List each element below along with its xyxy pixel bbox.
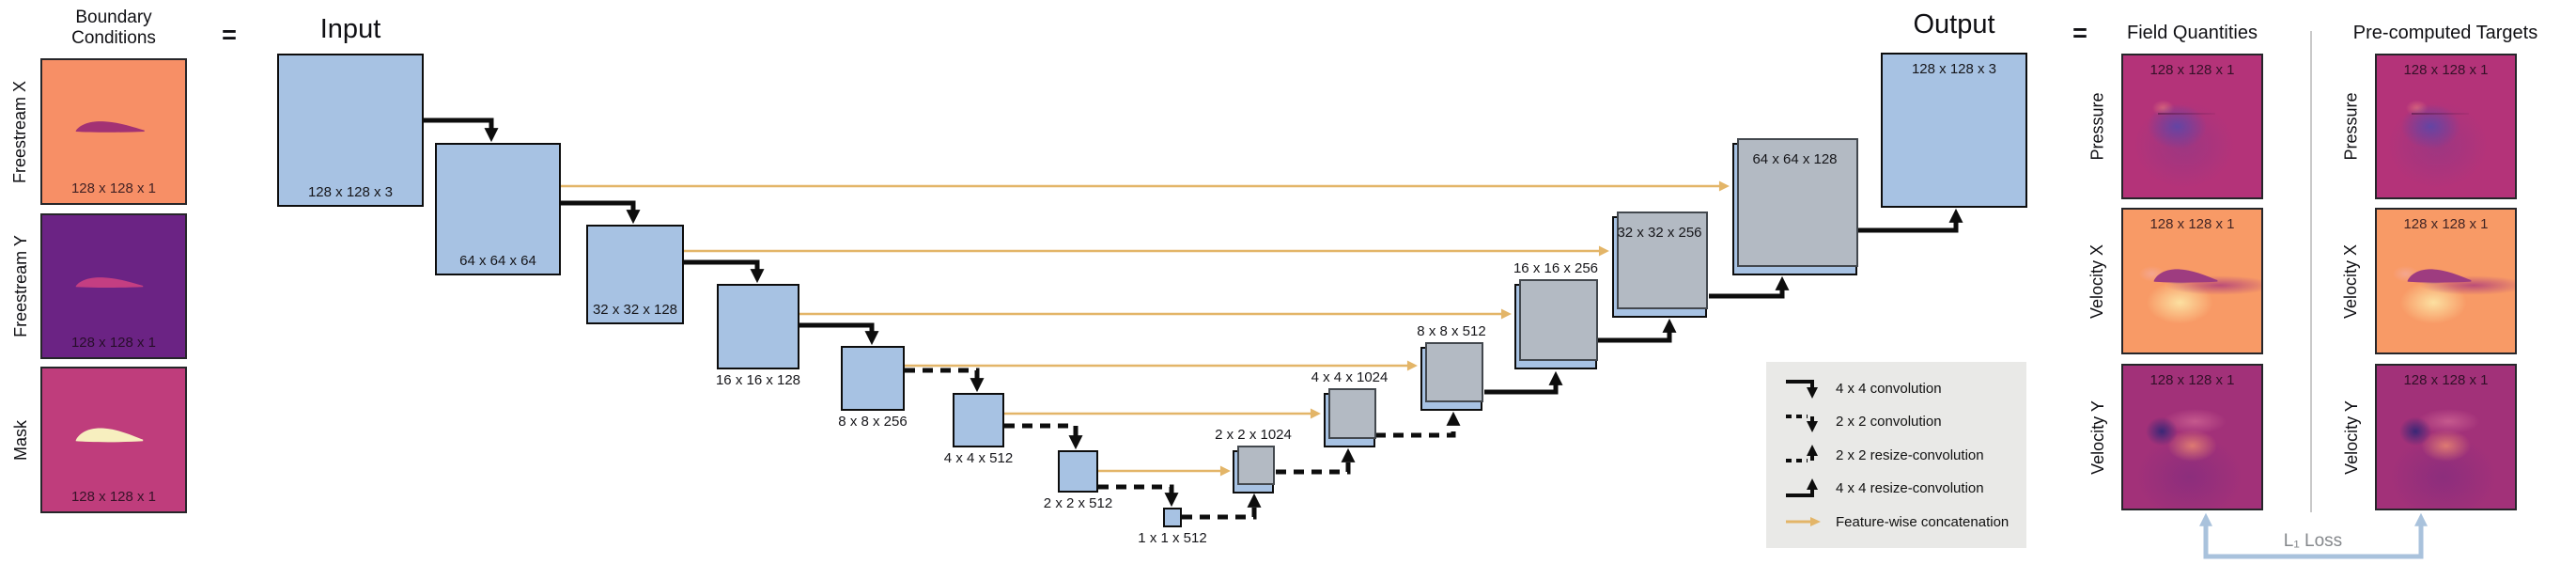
layer-box-enc-8: 8 x 8 x 256 — [838, 346, 908, 430]
layer-box-dec-4: 4 x 4 x 1024 — [1311, 369, 1388, 447]
legend-label: Feature-wise concatenation — [1836, 513, 2010, 530]
velocity-x-field-image: 128 x 128 x 1 — [2121, 208, 2263, 354]
layer-dims: 32 x 32 x 256 — [1617, 225, 1702, 241]
freestream-y-image: 128 x 128 x 1 — [40, 213, 187, 359]
layer-dims: 16 x 16 x 128 — [715, 372, 801, 388]
conv-arrows-solid — [424, 118, 879, 346]
resize-conv-arrows-solid — [1484, 208, 1963, 395]
layer-dims: 64 x 64 x 64 — [459, 253, 536, 269]
layer-box-dec-2: 2 x 2 x 1024 — [1215, 427, 1292, 494]
velocity-x-target-image: 128 x 128 x 1 — [2375, 208, 2517, 354]
concat-arrow-icon — [1786, 517, 1821, 526]
layer-box-dec-32: 32 x 32 x 256 — [1612, 212, 1708, 318]
solid-down-arrow-icon — [1786, 380, 1818, 399]
layer-dims: 16 x 16 x 256 — [1513, 260, 1599, 276]
legend-row: 4 x 4 convolution — [1783, 376, 2019, 400]
legend-label: 2 x 2 resize-convolution — [1836, 446, 1984, 463]
resize-conv-arrows-dashed — [1182, 411, 1461, 520]
image-dims: 128 x 128 x 1 — [70, 180, 157, 196]
legend: 4 x 4 convolution 2 x 2 convolution 2 x … — [1766, 362, 2026, 548]
pressure-label: Pressure — [2087, 92, 2107, 161]
airfoil-line — [2411, 113, 2470, 116]
layer-dims: 4 x 4 x 512 — [943, 450, 1014, 466]
l1-loss-bracket — [2199, 512, 2428, 559]
conv-arrows-dashed — [905, 368, 1179, 508]
dashed-down-arrow-icon — [1786, 414, 1818, 432]
image-dims: 128 x 128 x 1 — [2149, 216, 2235, 232]
legend-row: Feature-wise concatenation — [1783, 509, 2019, 534]
pressure-field-image: 128 x 128 x 1 — [2121, 54, 2263, 199]
freestream-x-image: 128 x 128 x 1 — [40, 58, 187, 205]
velocity-x-target-label: Velocity X — [2341, 243, 2361, 319]
layer-dims: 1 x 1 x 512 — [1138, 530, 1207, 546]
layer-box-enc-2: 2 x 2 x 512 — [1044, 450, 1112, 511]
airfoil-shape — [75, 120, 145, 133]
image-dims: 128 x 128 x 1 — [2403, 372, 2489, 388]
layer-dims: 128 x 128 x 3 — [307, 184, 394, 200]
column-divider — [2310, 31, 2312, 512]
image-dims: 128 x 128 x 1 — [2403, 62, 2489, 78]
layer-dims: 2 x 2 x 1024 — [1215, 427, 1292, 443]
layer-dims: 32 x 32 x 128 — [592, 302, 678, 318]
layer-box-dec-16: 16 x 16 x 256 — [1513, 260, 1598, 369]
velocity-y-field-image: 128 x 128 x 1 — [2121, 364, 2263, 510]
legend-label: 4 x 4 convolution — [1836, 380, 1942, 397]
freestream-x-label: Freestream X — [10, 80, 30, 183]
layer-box-dec-64: 64 x 64 x 128 — [1732, 138, 1858, 275]
l1-loss-label: L₁ Loss — [2283, 531, 2343, 551]
boundary-conditions-title: Boundary Conditions — [71, 8, 156, 48]
layer-dims: 2 x 2 x 512 — [1043, 495, 1113, 511]
layer-box-dec-8: 8 x 8 x 512 — [1417, 323, 1486, 411]
layer-box-enc-64: 64 x 64 x 64 — [435, 143, 561, 275]
legend-row: 4 x 4 resize-convolution — [1783, 477, 2019, 501]
image-dims: 128 x 128 x 1 — [70, 489, 157, 505]
layer-box-bottleneck: 1 x 1 x 512 — [1138, 508, 1207, 546]
velocity-y-target-label: Velocity Y — [2341, 400, 2361, 475]
layer-dims: 4 x 4 x 1024 — [1311, 369, 1389, 385]
legend-row: 2 x 2 convolution — [1783, 410, 2019, 434]
legend-row: 2 x 2 resize-convolution — [1783, 443, 2019, 467]
dashed-up-arrow-icon — [1786, 445, 1818, 462]
airfoil-line — [2157, 113, 2216, 116]
freestream-y-label: Freestream Y — [10, 235, 30, 337]
field-quantities-title: Field Quantities — [2127, 23, 2258, 43]
image-dims: 128 x 128 x 1 — [2149, 62, 2235, 78]
image-dims: 128 x 128 x 1 — [2403, 216, 2489, 232]
airfoil-shape — [75, 277, 144, 288]
airfoil-shape — [2408, 269, 2472, 283]
pressure-target-image: 128 x 128 x 1 — [2375, 54, 2517, 199]
velocity-y-label: Velocity Y — [2087, 400, 2107, 475]
layer-box-input: 128 x 128 x 3 — [277, 54, 424, 207]
velocity-y-target-image: 128 x 128 x 1 — [2375, 364, 2517, 510]
legend-label: 2 x 2 convolution — [1836, 414, 1942, 430]
layer-dims: 8 x 8 x 256 — [838, 414, 908, 430]
input-title: Input — [319, 14, 381, 44]
layer-dims: 64 x 64 x 128 — [1752, 151, 1838, 167]
legend-label: 4 x 4 resize-convolution — [1836, 480, 1984, 496]
precomputed-targets-title: Pre-computed Targets — [2352, 23, 2538, 43]
layer-box-enc-16: 16 x 16 x 128 — [716, 284, 800, 388]
layer-box-enc-4: 4 x 4 x 512 — [944, 393, 1013, 466]
equals-sign-left: = — [222, 21, 237, 49]
airfoil-shape — [2154, 269, 2218, 283]
airfoil-shape — [75, 428, 144, 442]
equals-sign-right: = — [2072, 19, 2087, 47]
skip-connection-arrows — [561, 180, 1730, 477]
layer-dims: 8 x 8 x 512 — [1417, 323, 1486, 339]
layer-box-output: 128 x 128 x 3 — [1881, 53, 2027, 208]
layer-dims: 128 x 128 x 3 — [1911, 61, 1997, 77]
output-title: Output — [1913, 9, 1995, 39]
mask-label: Mask — [10, 419, 30, 461]
solid-up-arrow-icon — [1786, 478, 1818, 497]
image-dims: 128 x 128 x 1 — [70, 335, 157, 351]
layer-box-enc-32: 32 x 32 x 128 — [586, 225, 684, 324]
image-dims: 128 x 128 x 1 — [2149, 372, 2235, 388]
velocity-x-label: Velocity X — [2087, 243, 2107, 319]
mask-image: 128 x 128 x 1 — [40, 367, 187, 513]
pressure-target-label: Pressure — [2341, 92, 2361, 161]
